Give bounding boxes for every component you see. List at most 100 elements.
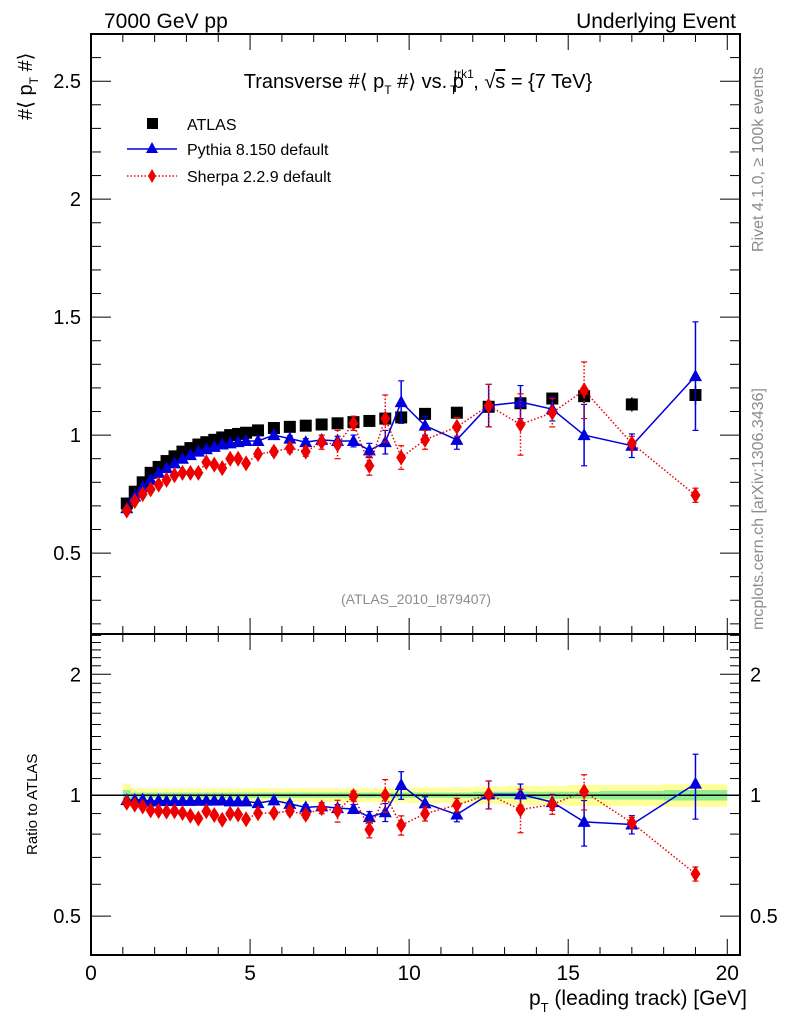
ratio-point-pythia bbox=[283, 796, 297, 809]
header-left-label: 7000 GeV pp bbox=[104, 10, 228, 33]
data-point-pythia bbox=[267, 428, 281, 441]
ratio-point-sherpa bbox=[193, 810, 204, 827]
data-point-atlas bbox=[240, 426, 253, 439]
ratio-point-sherpa bbox=[161, 803, 172, 820]
chart-title: Transverse #⟨ pT #⟩ vs. ptrk1 T, √s = {7 … bbox=[244, 67, 593, 97]
series-pythia bbox=[120, 321, 702, 514]
ratio-point-pythia bbox=[394, 777, 408, 790]
ratio-point-pythia bbox=[577, 814, 591, 827]
data-point-pythia bbox=[183, 448, 197, 461]
data-point-sherpa bbox=[193, 464, 204, 481]
ratio-point-sherpa bbox=[300, 806, 311, 823]
data-point-sherpa bbox=[217, 460, 228, 477]
data-point-sherpa bbox=[364, 457, 375, 474]
ratio-plot-frame bbox=[90, 633, 741, 956]
main-series-layer bbox=[120, 321, 702, 519]
y-tick-label: 0.5 bbox=[53, 543, 81, 565]
data-point-atlas bbox=[450, 406, 463, 419]
data-point-atlas bbox=[419, 407, 432, 420]
data-point-sherpa bbox=[300, 443, 311, 460]
data-point-pythia bbox=[394, 395, 408, 408]
ratio-point-sherpa bbox=[483, 786, 494, 803]
ratio-point-pythia bbox=[688, 776, 702, 789]
data-point-atlas bbox=[625, 398, 638, 411]
data-point-sherpa bbox=[515, 416, 526, 433]
data-point-pythia bbox=[362, 443, 376, 456]
data-point-sherpa bbox=[225, 450, 236, 467]
ratio-line-pythia bbox=[126, 783, 696, 826]
ratio-point-sherpa bbox=[169, 803, 180, 820]
ratio-point-pythia bbox=[152, 793, 166, 806]
data-point-pythia bbox=[160, 461, 174, 474]
ratio-point-pythia bbox=[299, 800, 313, 813]
ratio-point-sherpa bbox=[177, 804, 188, 821]
y-tick-label: 2 bbox=[70, 189, 81, 211]
data-point-sherpa bbox=[137, 486, 148, 503]
ratio-point-sherpa bbox=[129, 796, 140, 813]
ratio-point-sherpa bbox=[690, 865, 701, 882]
ratio-point-sherpa bbox=[579, 783, 590, 800]
data-point-sherpa bbox=[161, 471, 172, 488]
data-point-sherpa bbox=[380, 410, 391, 427]
legend-label-sherpa: Sherpa 2.2.9 default bbox=[187, 169, 332, 186]
ratio-point-sherpa bbox=[451, 797, 462, 814]
data-point-sherpa bbox=[690, 487, 701, 504]
ratio-point-sherpa bbox=[316, 800, 327, 817]
data-point-sherpa bbox=[396, 449, 407, 466]
ratio-y-axis-label: Ratio to ATLAS bbox=[24, 754, 41, 855]
data-point-pythia bbox=[688, 369, 702, 382]
ratio-axis-ticks bbox=[90, 634, 740, 956]
data-point-atlas bbox=[331, 417, 344, 430]
ratio-point-sherpa bbox=[547, 796, 558, 813]
ratio-point-pythia bbox=[362, 810, 376, 823]
ratio-y-tick-label-right: 1 bbox=[750, 785, 761, 807]
ratio-point-sherpa bbox=[121, 794, 132, 811]
ratio-point-sherpa bbox=[145, 802, 156, 819]
data-point-sherpa bbox=[420, 431, 431, 448]
rivet-version-label: Rivet 4.1.0, ≥ 100k events bbox=[750, 67, 767, 252]
data-point-sherpa bbox=[177, 464, 188, 481]
x-tick-label: 20 bbox=[716, 962, 739, 985]
ratio-point-sherpa bbox=[201, 803, 212, 820]
y-tick-label: 2.5 bbox=[53, 71, 81, 93]
x-tick-label: 0 bbox=[85, 962, 97, 985]
data-point-sherpa bbox=[121, 502, 132, 519]
legend-label-atlas: ATLAS bbox=[187, 117, 237, 134]
data-point-sherpa bbox=[626, 435, 637, 452]
x-tick-label: 10 bbox=[397, 962, 420, 985]
ratio-line-sherpa bbox=[126, 790, 696, 875]
header-right-label: Underlying Event bbox=[576, 10, 736, 33]
ratio-point-pythia bbox=[215, 793, 229, 806]
ratio-frame-rect bbox=[90, 633, 741, 956]
ratio-point-pythia bbox=[267, 793, 281, 806]
ratio-y-tick-label-left: 1 bbox=[70, 785, 81, 807]
data-point-sherpa bbox=[241, 455, 252, 472]
data-point-atlas bbox=[252, 424, 265, 437]
data-point-pythia bbox=[418, 418, 432, 431]
data-point-sherpa bbox=[233, 450, 244, 467]
ratio-point-sherpa bbox=[284, 803, 295, 820]
y-tick-label: 1.5 bbox=[53, 307, 81, 329]
data-point-pythia bbox=[577, 428, 591, 441]
ratio-point-pythia bbox=[346, 801, 360, 814]
data-point-sherpa bbox=[145, 481, 156, 498]
ratio-point-sherpa bbox=[153, 803, 164, 820]
data-point-atlas bbox=[315, 418, 328, 431]
data-point-pythia bbox=[175, 451, 189, 464]
data-point-sherpa bbox=[209, 456, 220, 473]
ratio-y-tick-labels: 0.5 0.5 1 1 2 2 bbox=[53, 664, 778, 928]
mcplots-label: mcplots.cern.ch [arXiv:1306.3436] bbox=[750, 388, 767, 630]
ratio-panel: 0.5 0.5 1 1 2 2 Ratio to ATLAS bbox=[24, 633, 778, 956]
data-point-sherpa bbox=[129, 493, 140, 510]
ratio-point-sherpa bbox=[348, 788, 359, 805]
ratio-point-sherpa bbox=[217, 811, 228, 828]
data-point-sherpa bbox=[268, 443, 279, 460]
data-point-sherpa bbox=[332, 436, 343, 453]
ratio-point-sherpa bbox=[364, 821, 375, 838]
data-point-atlas bbox=[267, 422, 280, 435]
legend-label-pythia: Pythia 8.150 default bbox=[187, 142, 329, 159]
ratio-point-pythia bbox=[418, 796, 432, 809]
data-point-pythia bbox=[283, 431, 297, 444]
legend-marker-sherpa bbox=[148, 169, 156, 183]
